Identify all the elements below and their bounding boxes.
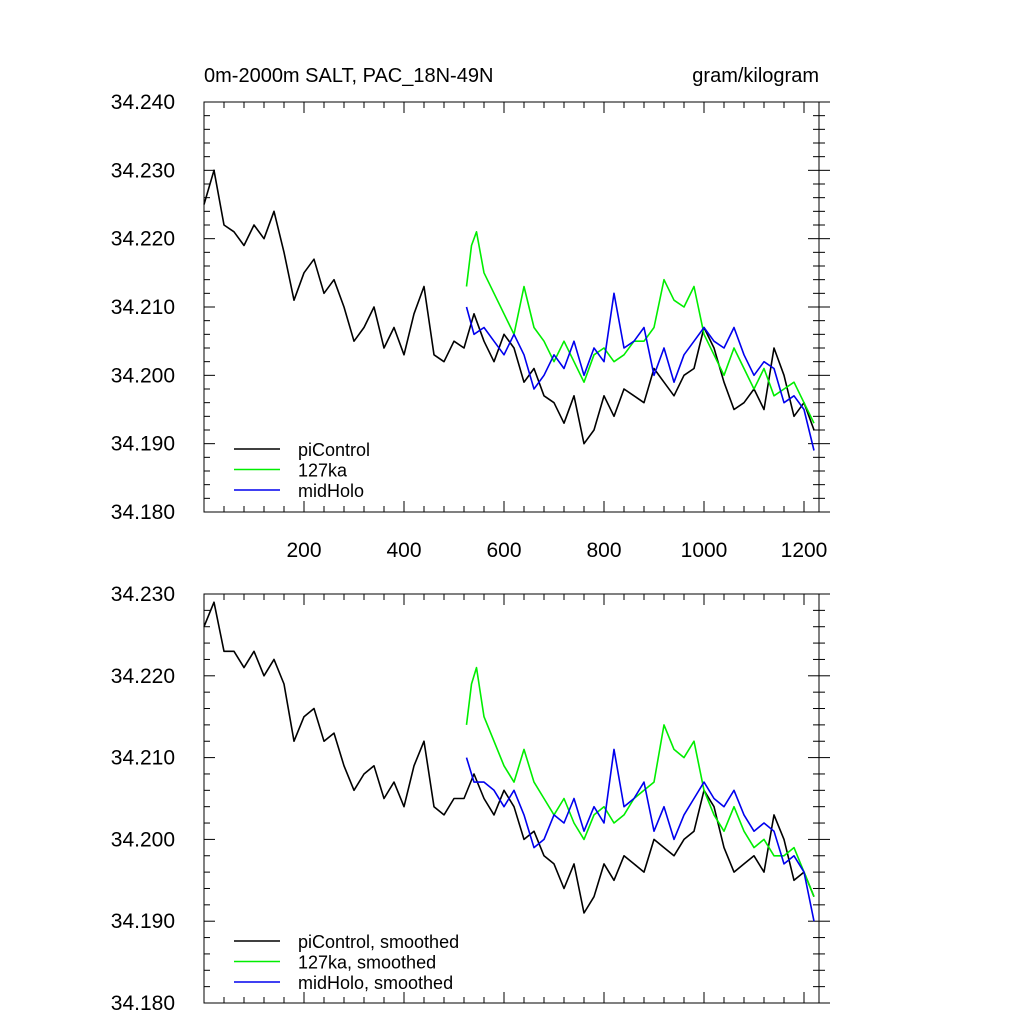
y-tick-label: 34.190 xyxy=(111,910,175,933)
chart-title: 0m-2000m SALT, PAC_18N-49N xyxy=(204,65,493,87)
legend-label: piControl, smoothed xyxy=(298,932,459,952)
y-tick-label: 34.220 xyxy=(111,665,175,688)
x-tick-label: 1000 xyxy=(681,539,728,562)
y-tick-label: 34.210 xyxy=(111,296,175,319)
y-tick-label: 34.180 xyxy=(111,992,175,1015)
y-tick-label: 34.200 xyxy=(111,828,175,851)
x-tick-label: 800 xyxy=(586,539,621,562)
plot-frame xyxy=(203,593,820,1004)
legend-label: 127ka xyxy=(298,461,348,481)
y-tick-label: 34.200 xyxy=(111,364,175,387)
series-line-picontrol xyxy=(203,601,815,914)
x-tick-label: 200 xyxy=(286,539,321,562)
x-tick-label: 1200 xyxy=(781,539,828,562)
legend-label: midHolo xyxy=(298,481,364,501)
salinity-smoothed-panel: 34.180 34.190 34.200 34.210 34.220 34.230 piCo… xyxy=(111,583,830,1015)
y-tick-label: 34.230 xyxy=(111,159,175,182)
y-tick-label: 34.190 xyxy=(111,433,175,456)
x-tick-label: 600 xyxy=(486,539,521,562)
x-tick-label: 400 xyxy=(386,539,421,562)
y-tick-label: 34.230 xyxy=(111,583,175,606)
units-label: gram/kilogram xyxy=(692,65,819,87)
legend-label: midHolo, smoothed xyxy=(298,973,453,993)
y-tick-label: 34.240 xyxy=(111,91,175,114)
y-tick-label: 34.210 xyxy=(111,747,175,770)
series-line-midholo xyxy=(465,748,815,922)
y-tick-label: 34.180 xyxy=(111,501,175,524)
y-tick-label: 34.220 xyxy=(111,228,175,251)
series-line-127ka xyxy=(465,666,815,898)
plot-frame xyxy=(203,101,820,513)
salinity-raw-panel: 0m-2000m SALT, PAC_18N-49N gram/kilogram 3… xyxy=(111,65,830,562)
series-line-127ka xyxy=(465,231,815,424)
legend-label: piControl xyxy=(298,440,370,460)
series-line-picontrol xyxy=(203,169,815,445)
series-line-midholo xyxy=(465,292,815,451)
legend-label: 127ka, smoothed xyxy=(298,953,436,973)
